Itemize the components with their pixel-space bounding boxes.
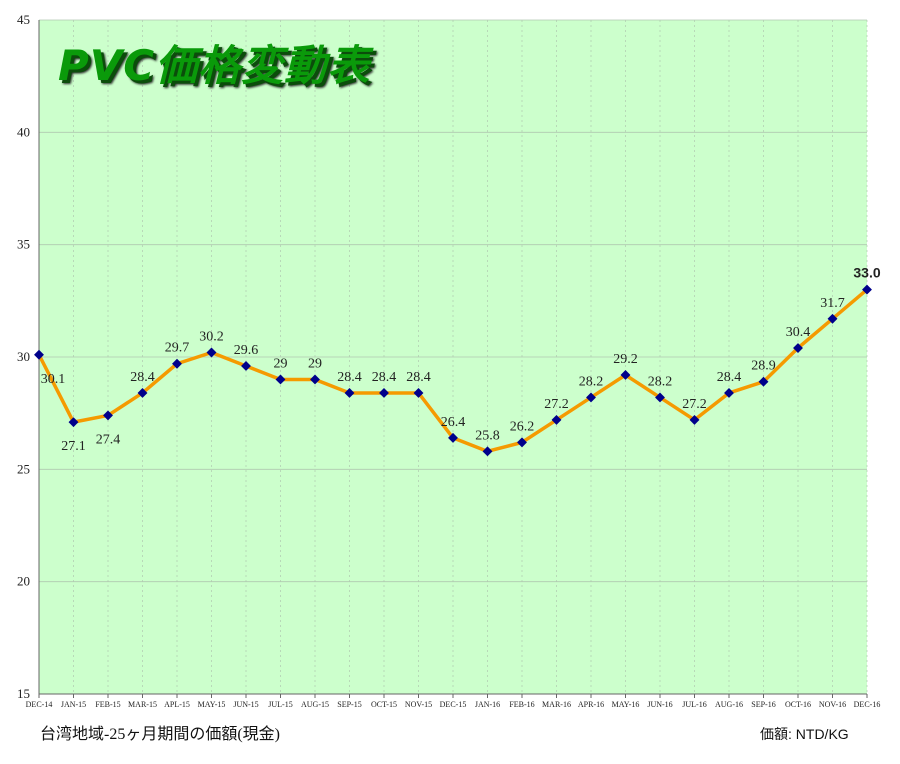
y-tick-label: 45 [17,12,30,27]
x-tick-label: MAY-16 [612,700,640,709]
data-point [620,370,631,380]
x-tick-label: OCT-16 [785,700,811,709]
data-point [655,392,665,403]
x-tick-label: JAN-16 [475,700,500,709]
x-tick-label: JUL-16 [682,700,706,709]
data-point [724,387,734,398]
data-label: 30.4 [786,325,811,340]
data-label: 28.2 [648,374,673,389]
data-point [310,374,320,385]
data-label: 27.2 [682,397,707,412]
x-tick-label: OCT-15 [371,700,397,709]
data-label: 28.4 [130,370,155,385]
x-tick-label: APR-16 [578,700,604,709]
data-label: 29 [274,356,288,371]
period-note: 台湾地域-25ヶ月期間の価額(現金) [40,726,280,743]
data-point [448,432,458,443]
y-tick-label: 25 [17,461,30,476]
data-labels: 30.1 27.1 27.4 28.4 29.7 30.2 29.6 29 29 28.4 28.4… [41,265,881,455]
data-label: 29 [308,356,322,371]
x-tick-label: DEC-14 [26,700,53,709]
data-label: 25.8 [475,428,500,443]
data-point [482,446,493,457]
data-point [517,437,527,448]
x-tick-label: MAR-16 [542,700,571,709]
y-tick-label: 20 [17,574,30,589]
data-point [172,358,182,369]
x-tick-label: DEC-15 [440,700,467,709]
data-point [586,392,596,403]
x-tick-label: AUG-16 [715,700,743,709]
data-label: 28.2 [579,374,604,389]
series-layer [34,284,872,457]
data-label: 30.2 [199,330,224,345]
y-axis-ticks: 15 20 25 30 35 40 45 [17,12,30,701]
data-label: 29.2 [613,352,638,367]
x-tick-label: SEP-15 [337,700,361,709]
x-tick-label: AUG-15 [301,700,329,709]
data-point [344,387,355,398]
chart-title: PVC価格変動表 [58,41,371,90]
y-tick-label: 15 [17,686,30,701]
data-point [793,343,803,353]
x-tick-label: FEB-16 [509,700,534,709]
data-label: 26.2 [510,419,535,434]
data-point [758,376,769,387]
x-tick-label: DEC-16 [854,700,881,709]
data-point [413,387,424,398]
x-tick-label: JAN-15 [61,700,86,709]
x-tick-label: JUL-15 [268,700,292,709]
data-point [551,414,562,425]
data-label: 31.7 [820,296,845,311]
x-tick-label: NOV-16 [819,700,846,709]
data-label: 28.4 [717,370,742,385]
data-label: 27.4 [96,432,121,447]
data-point [241,361,251,371]
x-tick-label: MAR-15 [128,700,157,709]
data-point [689,414,700,425]
x-tick-label: JUN-15 [233,700,258,709]
x-axis-ticks: DEC-14 JAN-15 FEB-15 MAR-15 APL-15 MAY-15 JUN-… [26,694,881,709]
data-label: 29.7 [165,341,190,356]
unit-note: 価額: NTD/KG [760,726,849,742]
data-label: 33.0 [853,265,880,281]
data-label: 28.9 [751,359,776,374]
data-label: 28.4 [372,370,397,385]
x-tick-label: JUN-16 [647,700,672,709]
x-tick-label: SEP-16 [751,700,775,709]
data-point [275,374,286,385]
y-tick-label: 40 [17,124,30,139]
data-label: 28.4 [406,370,431,385]
data-label: 26.4 [441,415,466,430]
x-tick-label: FEB-15 [95,700,120,709]
data-label: 27.1 [61,439,86,454]
x-tick-label: NOV-15 [405,700,432,709]
x-tick-label: APL-15 [164,700,190,709]
data-point [206,347,217,358]
y-tick-label: 35 [17,237,30,252]
data-label: 28.4 [337,370,362,385]
data-label: 29.6 [234,343,259,358]
y-tick-label: 30 [17,349,30,364]
data-label: 27.2 [544,397,569,412]
x-tick-label: MAY-15 [198,700,226,709]
data-point [862,284,872,295]
data-point [137,387,148,398]
data-point [827,313,838,324]
data-point [379,387,389,398]
data-label: 30.1 [41,372,66,387]
